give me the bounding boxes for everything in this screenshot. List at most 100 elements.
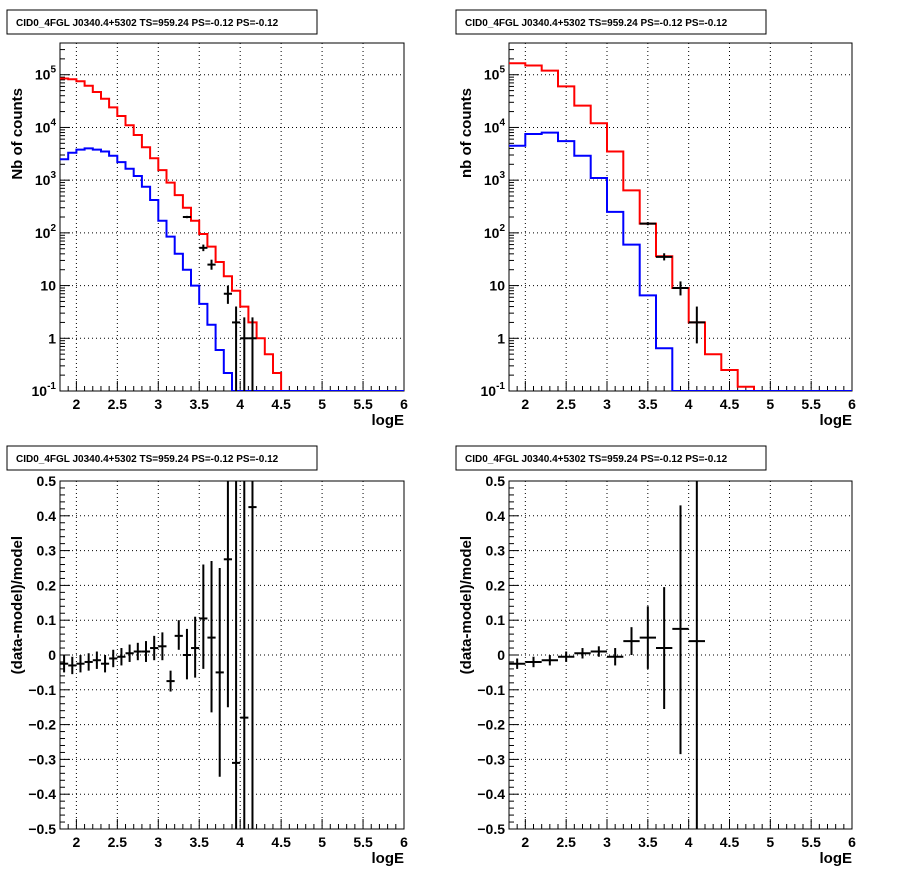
x-tick-label: 4 (685, 396, 693, 412)
plot-area (60, 481, 257, 829)
y-tick-label: −0.3 (28, 751, 56, 767)
y-tick-label: 0.3 (37, 543, 57, 559)
x-tick-label: 6 (848, 834, 856, 850)
x-tick-label: 6 (400, 834, 408, 850)
chart-title: CID0_4FGL J0340.4+5302 TS=959.24 PS=-0.1… (16, 454, 279, 465)
data-point (60, 655, 69, 673)
y-tick-label: −0.2 (477, 717, 505, 733)
x-tick-label: 2.5 (556, 834, 576, 850)
data-point (76, 655, 85, 673)
y-tick-label: 0.4 (37, 508, 57, 524)
y-tick-label: −0.5 (28, 821, 56, 837)
data-point (574, 648, 591, 659)
y-axis-title: nb of counts (458, 88, 475, 178)
x-tick-label: 5.5 (353, 834, 373, 850)
y-axis-title: (data-model)/model (9, 536, 26, 674)
y-tick-label: −0.4 (28, 786, 56, 802)
y-tick-label: 1 (48, 330, 56, 346)
series-histogram-red (60, 77, 404, 391)
x-tick-label: 3.5 (190, 396, 210, 412)
x-tick-label: 4 (236, 396, 244, 412)
data-point (207, 561, 216, 713)
x-tick-label: 2.5 (556, 396, 576, 412)
y-tick-label: 0.1 (37, 612, 57, 628)
y-tick-label: 105 (484, 65, 506, 83)
data-point (166, 670, 175, 692)
chart-title: CID0_4FGL J0340.4+5302 TS=959.24 PS=-0.1… (465, 18, 728, 29)
panel-bottom-left: 2 2.5 3 3.5 4 4.5 5 5.5 6 −0.5 −0.4 −0.3 −0.2 −0.1 0 0.… (6, 445, 408, 867)
data-point (639, 222, 656, 226)
data-point (223, 481, 232, 708)
y-tick-label: 0.5 (486, 473, 506, 489)
x-tick-label: 3 (154, 396, 162, 412)
x-tick-label: 5.5 (353, 396, 373, 412)
data-point (232, 306, 241, 391)
data-point (656, 253, 673, 261)
data-point (133, 642, 142, 661)
plot-area (60, 77, 404, 391)
y-tick-label: 10-1 (481, 381, 506, 399)
y-tick-label: 0.1 (486, 612, 506, 628)
x-tick-label: 2 (72, 396, 80, 412)
data-point (84, 653, 93, 671)
chart-title: CID0_4FGL J0340.4+5302 TS=959.24 PS=-0.1… (465, 454, 728, 465)
data-point (68, 656, 77, 675)
data-point (248, 317, 257, 391)
chart-title-box: CID0_4FGL J0340.4+5302 TS=959.24 PS=-0.1… (6, 445, 318, 471)
data-point (158, 632, 167, 661)
x-axis: 2 2.5 3 3.5 4 4.5 5 5.5 6 (508, 481, 856, 850)
x-tick-label: 4.5 (720, 396, 740, 412)
y-tick-label: −0.2 (28, 717, 56, 733)
panel-top-right: 2 2.5 3 3.5 4 4.5 5 5.5 6 10-1 1 10 102 103 104 105 CID0… (455, 9, 856, 429)
data-point (656, 587, 673, 709)
data-point (191, 616, 200, 678)
data-point (150, 635, 159, 661)
y-tick-label: 104 (35, 117, 57, 135)
x-tick-label: 3.5 (638, 834, 658, 850)
data-point (672, 281, 689, 296)
x-tick-label: 3 (603, 396, 611, 412)
x-tick-label: 3 (603, 834, 611, 850)
data-point (240, 317, 249, 391)
plot-frame (508, 42, 853, 392)
y-tick-label: 1 (497, 330, 505, 346)
chart-title-box: CID0_4FGL J0340.4+5302 TS=959.24 PS=-0.1… (455, 445, 767, 471)
data-point (688, 306, 705, 344)
y-tick-label: −0.1 (28, 682, 56, 698)
x-tick-label: 5 (766, 834, 774, 850)
y-tick-label: −0.3 (477, 751, 505, 767)
data-point (182, 628, 192, 680)
y-tick-label: 0.2 (486, 577, 506, 593)
x-tick-label: 5 (318, 834, 326, 850)
x-axis-title: logE (372, 850, 405, 867)
x-axis: 2 2.5 3 3.5 4 4.5 5 5.5 6 (59, 43, 408, 412)
data-point (558, 651, 575, 662)
data-point (639, 606, 656, 669)
x-tick-label: 2 (72, 834, 80, 850)
y-tick-label: 0.3 (486, 543, 506, 559)
y-tick-label: 0 (48, 647, 56, 663)
x-tick-label: 6 (400, 396, 408, 412)
y-tick-label: 104 (484, 117, 506, 135)
data-point (215, 568, 224, 777)
series-histogram-blue (60, 147, 404, 391)
data-point (590, 646, 607, 657)
data-point (248, 481, 257, 829)
x-tick-label: 5.5 (801, 396, 821, 412)
y-tick-label: 0.5 (37, 473, 57, 489)
data-point (199, 244, 208, 252)
y-tick-label: 105 (35, 65, 57, 83)
x-axis: 2 2.5 3 3.5 4 4.5 5 5.5 6 (508, 43, 856, 412)
y-tick-label: 102 (35, 223, 57, 241)
x-axis-title: logE (820, 850, 853, 867)
panel-bottom-right: 2 2.5 3 3.5 4 4.5 5 5.5 6 −0.5 −0.4 −0.3 −0.2 −0.1 0 0.… (455, 445, 856, 867)
data-point (688, 481, 705, 829)
plot-frame (59, 42, 405, 392)
plot-area (509, 62, 852, 391)
data-point (672, 505, 689, 755)
data-point (141, 641, 151, 662)
data-point (240, 481, 249, 829)
y-axis-title: (data-model)/model (458, 536, 475, 674)
data-point (623, 627, 640, 655)
